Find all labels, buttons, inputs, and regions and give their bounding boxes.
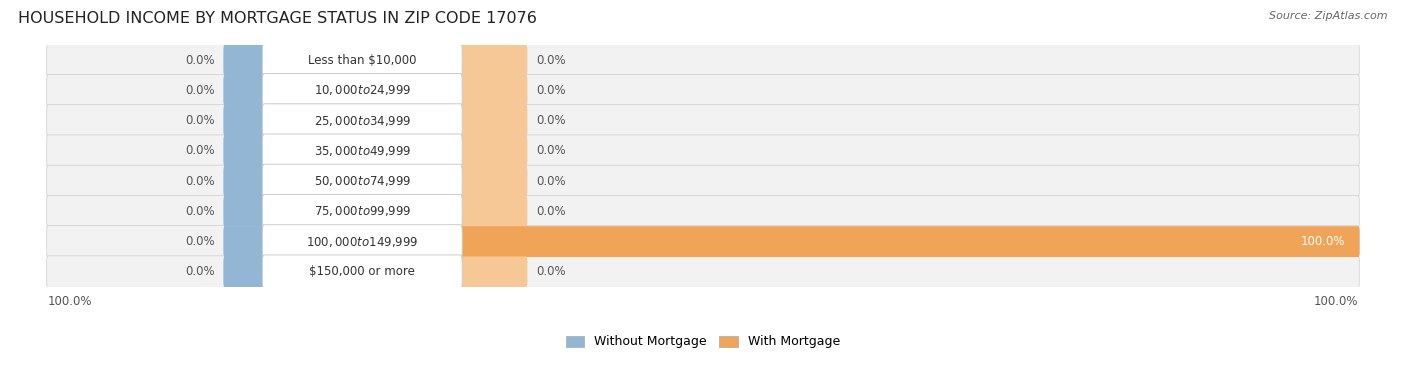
Text: $50,000 to $74,999: $50,000 to $74,999	[314, 174, 411, 188]
Text: 0.0%: 0.0%	[186, 205, 215, 218]
Text: $150,000 or more: $150,000 or more	[309, 265, 415, 278]
FancyBboxPatch shape	[460, 45, 527, 76]
FancyBboxPatch shape	[224, 256, 266, 287]
FancyBboxPatch shape	[263, 43, 463, 77]
FancyBboxPatch shape	[263, 104, 463, 138]
FancyBboxPatch shape	[224, 166, 266, 196]
FancyBboxPatch shape	[263, 255, 463, 289]
Text: $75,000 to $99,999: $75,000 to $99,999	[314, 204, 411, 218]
FancyBboxPatch shape	[224, 75, 266, 106]
Text: 0.0%: 0.0%	[186, 54, 215, 67]
FancyBboxPatch shape	[460, 196, 527, 227]
Text: 0.0%: 0.0%	[536, 114, 565, 127]
Text: Source: ZipAtlas.com: Source: ZipAtlas.com	[1270, 11, 1388, 21]
FancyBboxPatch shape	[263, 164, 463, 198]
Text: Less than $10,000: Less than $10,000	[308, 54, 416, 67]
FancyBboxPatch shape	[46, 195, 1360, 227]
Text: 0.0%: 0.0%	[186, 114, 215, 127]
FancyBboxPatch shape	[460, 105, 527, 136]
FancyBboxPatch shape	[224, 196, 266, 227]
Text: HOUSEHOLD INCOME BY MORTGAGE STATUS IN ZIP CODE 17076: HOUSEHOLD INCOME BY MORTGAGE STATUS IN Z…	[18, 11, 537, 26]
FancyBboxPatch shape	[460, 166, 527, 196]
FancyBboxPatch shape	[224, 45, 266, 76]
FancyBboxPatch shape	[46, 75, 1360, 107]
FancyBboxPatch shape	[263, 225, 463, 259]
Text: 0.0%: 0.0%	[536, 265, 565, 278]
Text: 0.0%: 0.0%	[536, 205, 565, 218]
Text: 0.0%: 0.0%	[536, 175, 565, 188]
FancyBboxPatch shape	[460, 226, 1360, 257]
FancyBboxPatch shape	[263, 74, 463, 107]
Text: 0.0%: 0.0%	[186, 265, 215, 278]
FancyBboxPatch shape	[460, 256, 527, 287]
Legend: Without Mortgage, With Mortgage: Without Mortgage, With Mortgage	[565, 336, 841, 348]
FancyBboxPatch shape	[46, 256, 1360, 288]
Text: 0.0%: 0.0%	[536, 54, 565, 67]
Text: 100.0%: 100.0%	[48, 294, 93, 308]
FancyBboxPatch shape	[46, 165, 1360, 197]
FancyBboxPatch shape	[263, 134, 463, 168]
FancyBboxPatch shape	[224, 136, 266, 166]
Text: 100.0%: 100.0%	[1313, 294, 1358, 308]
FancyBboxPatch shape	[224, 226, 266, 257]
Text: $10,000 to $24,999: $10,000 to $24,999	[314, 83, 411, 98]
FancyBboxPatch shape	[263, 195, 463, 228]
Text: 0.0%: 0.0%	[186, 144, 215, 158]
FancyBboxPatch shape	[46, 105, 1360, 137]
FancyBboxPatch shape	[46, 135, 1360, 167]
Text: 100.0%: 100.0%	[1301, 235, 1346, 248]
FancyBboxPatch shape	[46, 225, 1360, 257]
FancyBboxPatch shape	[460, 136, 527, 166]
Text: 0.0%: 0.0%	[536, 144, 565, 158]
Text: $35,000 to $49,999: $35,000 to $49,999	[314, 144, 411, 158]
Text: 0.0%: 0.0%	[186, 84, 215, 97]
Text: 0.0%: 0.0%	[536, 84, 565, 97]
Text: 0.0%: 0.0%	[186, 175, 215, 188]
FancyBboxPatch shape	[46, 44, 1360, 76]
Text: 0.0%: 0.0%	[186, 235, 215, 248]
Text: $25,000 to $34,999: $25,000 to $34,999	[314, 114, 411, 128]
Text: $100,000 to $149,999: $100,000 to $149,999	[307, 234, 419, 248]
FancyBboxPatch shape	[224, 105, 266, 136]
FancyBboxPatch shape	[460, 75, 527, 106]
